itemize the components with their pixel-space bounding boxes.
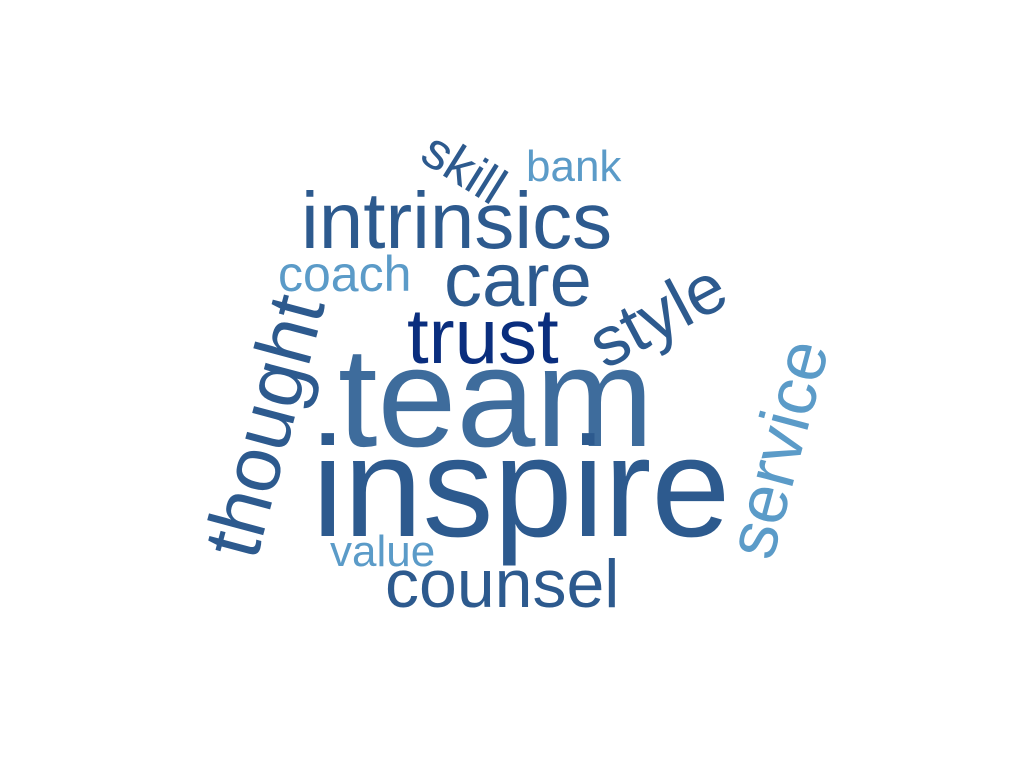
word-coach: coach xyxy=(278,246,411,302)
word-counsel: counsel xyxy=(385,546,619,622)
word-inspire: inspire xyxy=(312,408,730,567)
word-trust: trust xyxy=(407,292,559,380)
word-intrinsics: intrinsics xyxy=(301,176,612,265)
word-care: care xyxy=(444,238,592,323)
word-bank: bank xyxy=(526,142,622,191)
word-service: service xyxy=(711,332,844,566)
word-team: team xyxy=(338,318,654,477)
word-value: value xyxy=(330,527,435,576)
